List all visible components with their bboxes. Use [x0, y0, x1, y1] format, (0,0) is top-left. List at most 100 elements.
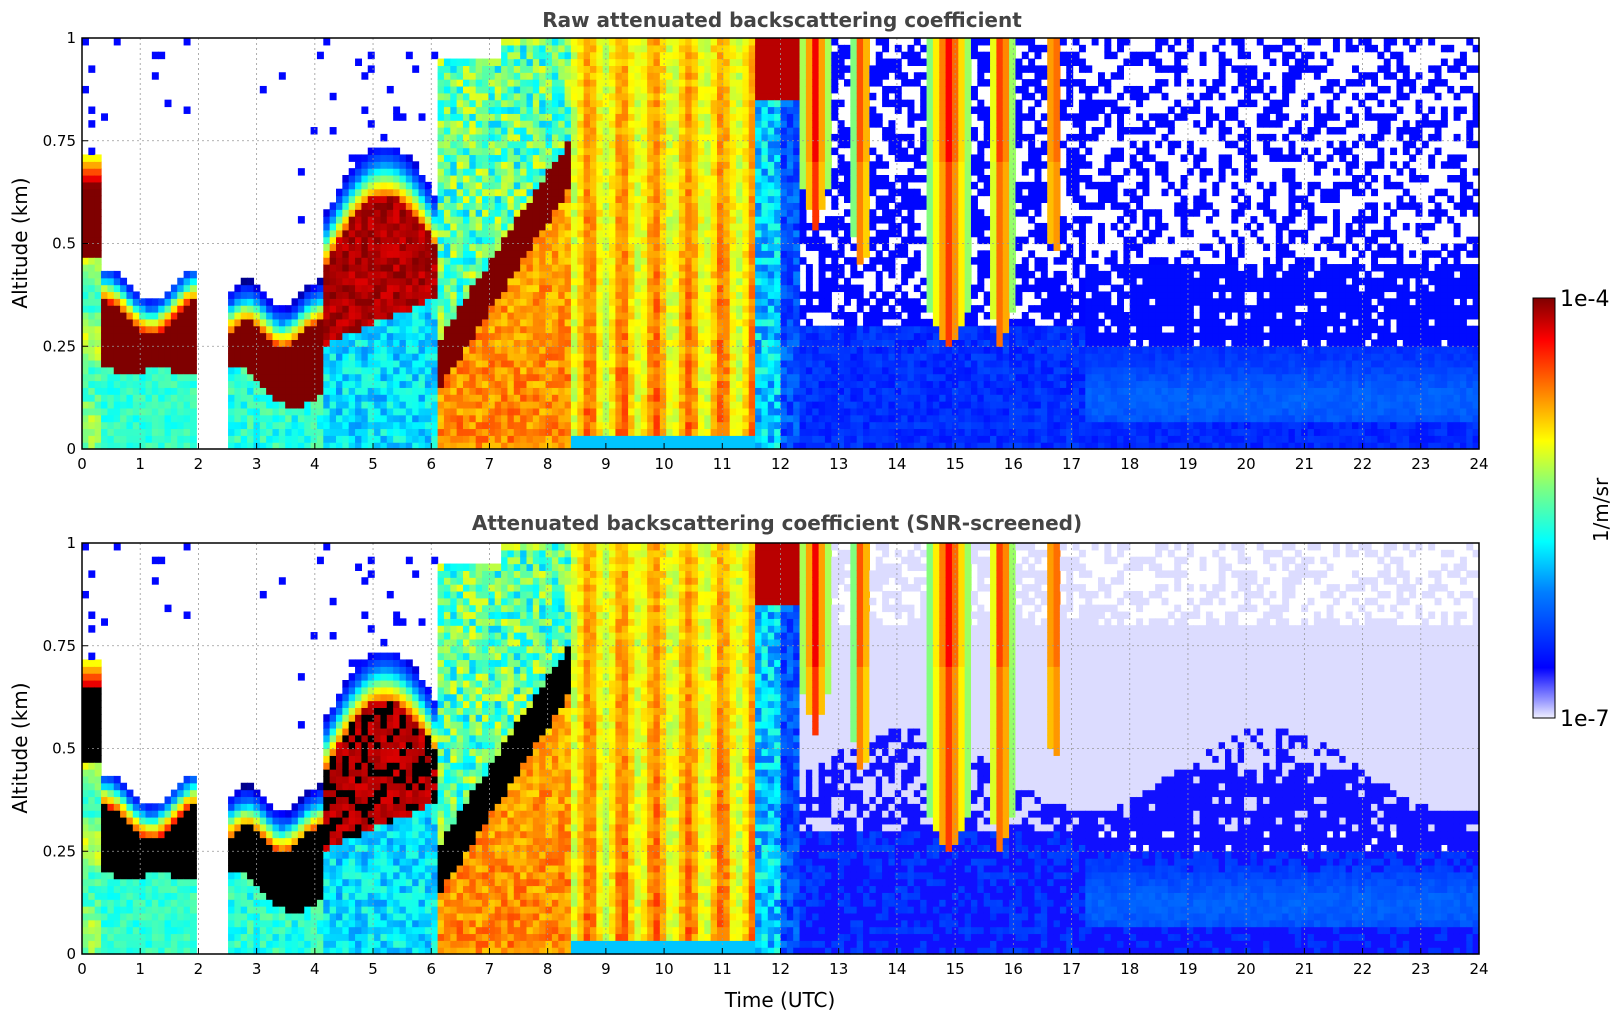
- heatmap-cell: [240, 387, 248, 395]
- heatmap-cell: [228, 346, 235, 354]
- heatmap-cell: [647, 250, 655, 258]
- heatmap-cell: [393, 216, 401, 224]
- heatmap-cell: [717, 175, 724, 183]
- heatmap-cell: [266, 318, 274, 327]
- heatmap-cell: [494, 85, 502, 94]
- heatmap-cell: [609, 277, 616, 286]
- heatmap-cell: [615, 92, 623, 101]
- heatmap-cell: [94, 181, 102, 190]
- heatmap-cell: [551, 188, 559, 197]
- heatmap-cell: [456, 332, 464, 340]
- heatmap-cell: [545, 38, 553, 46]
- heatmap-cell: [520, 161, 528, 169]
- heatmap-cell: [710, 202, 718, 210]
- heatmap-cell: [736, 291, 743, 299]
- heatmap-cell: [545, 250, 553, 258]
- heatmap-cell: [488, 407, 496, 416]
- heatmap-cell: [577, 264, 585, 272]
- heatmap-cell: [564, 339, 572, 347]
- heatmap-cell: [101, 428, 108, 436]
- heatmap-cell: [177, 339, 185, 347]
- heatmap-cell: [361, 312, 369, 320]
- heatmap-cell: [482, 181, 489, 190]
- heatmap-cell: [501, 353, 509, 361]
- heatmap-cell: [653, 401, 661, 409]
- heatmap-cell: [545, 161, 553, 169]
- heatmap-cell: [564, 243, 572, 251]
- heatmap-cell: [348, 435, 356, 443]
- heatmap-cell: [88, 65, 96, 73]
- heatmap-cell: [304, 428, 312, 436]
- heatmap-cell: [742, 312, 750, 320]
- heatmap-cell: [685, 346, 693, 354]
- heatmap-cell: [621, 113, 629, 121]
- heatmap-cell: [564, 366, 572, 375]
- heatmap-cell: [780, 270, 788, 279]
- heatmap-cell: [526, 257, 534, 265]
- heatmap-cell: [437, 373, 445, 382]
- heatmap-cell: [590, 113, 597, 121]
- heatmap-cell: [456, 291, 464, 299]
- heatmap-cell: [507, 414, 515, 423]
- heatmap-cell: [602, 51, 610, 60]
- heatmap-cell: [456, 387, 464, 395]
- heatmap-cell: [386, 318, 394, 327]
- heatmap-cell: [234, 401, 242, 409]
- heatmap-cell: [736, 92, 743, 101]
- heatmap-cell: [602, 318, 610, 327]
- heatmap-cell: [590, 380, 597, 388]
- heatmap-cell: [443, 387, 451, 395]
- heatmap-cell: [767, 92, 775, 101]
- heatmap-cell: [443, 298, 451, 306]
- heatmap-cell: [672, 332, 680, 340]
- heatmap-cell: [386, 188, 394, 197]
- heatmap-cell: [323, 387, 331, 395]
- heatmap-cell: [393, 147, 401, 156]
- heatmap-cell: [551, 407, 559, 416]
- heatmap-cell: [475, 127, 483, 135]
- heatmap-cell: [475, 435, 483, 443]
- heatmap-cell: [786, 120, 794, 128]
- heatmap-cell: [672, 195, 680, 203]
- heatmap-cell: [310, 414, 318, 423]
- heatmap-cell: [532, 222, 540, 231]
- heatmap-cell: [139, 428, 147, 436]
- heatmap-cell: [640, 394, 648, 402]
- heatmap-cell: [82, 277, 89, 286]
- heatmap-cell: [704, 147, 712, 156]
- heatmap-cell: [583, 435, 591, 443]
- heatmap-cell: [786, 85, 794, 94]
- heatmap-cell: [278, 72, 286, 80]
- heatmap-cell: [463, 264, 470, 272]
- heatmap-cell: [551, 236, 559, 245]
- heatmap-cell: [685, 216, 693, 224]
- heatmap-cell: [488, 414, 496, 423]
- heatmap-cell: [736, 318, 743, 327]
- heatmap-cell: [405, 250, 413, 258]
- heatmap-cell: [310, 380, 318, 388]
- heatmap-cell: [621, 85, 629, 94]
- heatmap-cell: [380, 270, 388, 279]
- heatmap-cell: [774, 318, 782, 327]
- heatmap-cell: [742, 127, 750, 135]
- heatmap-cell: [736, 325, 743, 334]
- heatmap-cell: [437, 133, 445, 142]
- heatmap-cell: [120, 407, 128, 416]
- heatmap-cell: [513, 140, 521, 149]
- heatmap-cell: [342, 298, 350, 306]
- heatmap-cell: [786, 209, 794, 217]
- heatmap-cell: [507, 127, 515, 135]
- heatmap-cell: [634, 421, 642, 430]
- heatmap-cell: [342, 257, 350, 265]
- heatmap-cell: [564, 44, 572, 53]
- heatmap-cell: [551, 305, 559, 313]
- heatmap-cell: [583, 147, 591, 156]
- heatmap-cell: [412, 284, 420, 293]
- heatmap-cell: [183, 312, 191, 320]
- heatmap-cell: [513, 373, 521, 382]
- heatmap-cell: [653, 366, 661, 375]
- heatmap-cell: [761, 99, 769, 108]
- heatmap-cell: [723, 120, 731, 128]
- heatmap-cell: [526, 277, 534, 286]
- heatmap-cell: [755, 92, 763, 101]
